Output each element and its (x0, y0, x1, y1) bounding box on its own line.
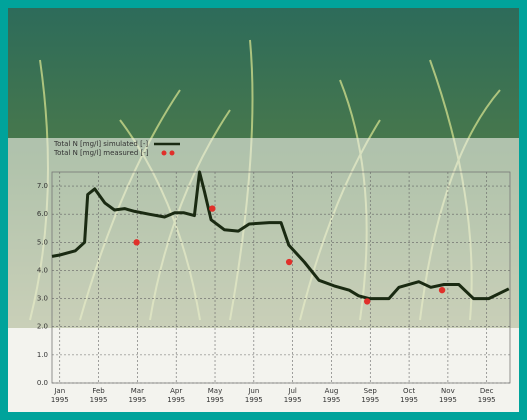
x-tick-label: Mar 1995 (128, 387, 147, 404)
x-tick-label: Nov 1995 (438, 387, 457, 404)
y-tick-label: 1.0 (37, 351, 48, 359)
x-tick-label: Jan 1995 (50, 387, 69, 404)
chart-overlay (8, 138, 519, 328)
y-tick-label: 2.0 (37, 323, 48, 331)
data-point (285, 258, 293, 266)
x-tick-label: Jun 1995 (244, 387, 263, 404)
data-point (438, 286, 446, 294)
data-point (209, 205, 216, 212)
legend-label: Total N [mg/l] simulated [-] (53, 140, 148, 148)
x-tick-label: Sep 1995 (361, 387, 380, 404)
y-tick-label: 3.0 (37, 295, 48, 303)
x-tick-label: May 1995 (206, 387, 224, 404)
legend: Total N [mg/l] simulated [-]Total N [mg/… (53, 140, 180, 157)
y-tick-label: 4.0 (37, 266, 48, 274)
y-tick-label: 7.0 (37, 182, 48, 190)
y-tick-label: 6.0 (37, 210, 48, 218)
y-tick-label: 5.0 (37, 238, 48, 246)
data-line (51, 170, 510, 301)
y-tick-label: 0.0 (37, 379, 48, 387)
x-tick-label: Jul 1995 (283, 387, 302, 404)
x-tick-label: Feb 1995 (89, 387, 108, 404)
legend-symbol (161, 150, 167, 156)
legend-symbol (169, 150, 175, 156)
x-tick-label: Apr 1995 (167, 387, 186, 404)
data-point (133, 239, 140, 246)
x-tick-label: Dec 1995 (477, 387, 496, 404)
legend-label: Total N [mg/l] measured [-] (53, 149, 149, 157)
x-tick-label: Oct 1995 (400, 387, 418, 404)
x-tick-label: Aug 1995 (322, 387, 341, 404)
data-point (363, 298, 371, 305)
